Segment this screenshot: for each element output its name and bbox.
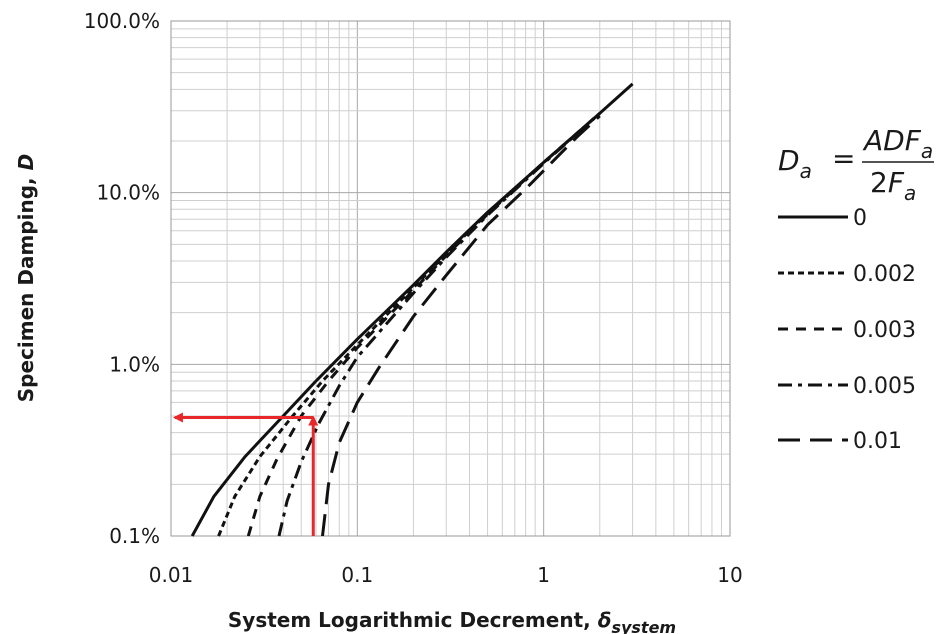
series-line-0	[190, 82, 634, 537]
legend: 0 0.002 0.003 0.005 0.01	[778, 206, 916, 454]
series-line-2	[246, 112, 601, 537]
legend-formula-denominator: 2Fa	[870, 166, 916, 205]
annotations	[172, 412, 319, 536]
legend-label-0: 0	[853, 206, 867, 231]
y-tick-label: 10.0%	[96, 181, 160, 205]
x-tick-label: 0.01	[149, 563, 194, 587]
x-tick-label: 0.1	[341, 563, 373, 587]
y-tick-label: 100.0%	[84, 9, 160, 33]
series-line-4	[321, 114, 601, 537]
legend-label-4: 0.01	[853, 429, 902, 454]
y-axis-label: Specimen Damping, D	[14, 154, 38, 402]
series-group	[190, 82, 634, 537]
x-tick-label: 1	[537, 563, 550, 587]
legend-formula-equals: =	[832, 142, 855, 175]
series-line-1	[217, 112, 601, 537]
legend-label-3: 0.005	[853, 374, 916, 399]
grid	[170, 21, 730, 537]
legend-label-1: 0.002	[853, 262, 916, 287]
y-tick-label: 1.0%	[109, 352, 160, 376]
x-tick-label: 10	[717, 563, 742, 587]
legend-formula-lhs: Da	[778, 144, 812, 183]
legend-label-2: 0.003	[853, 318, 916, 343]
tick-labels: 0.01 0.1 1 10 0.1% 1.0% 10.0% 100.0%	[84, 9, 743, 587]
legend-formula-numerator: ADFa	[862, 124, 933, 163]
x-axis-label: System Logarithmic Decrement, δsystem	[228, 608, 676, 634]
plot-frame	[170, 20, 731, 537]
series-line-3	[277, 112, 601, 537]
y-tick-label: 0.1%	[109, 524, 160, 548]
legend-title: Da = ADFa 2Fa	[778, 124, 934, 205]
